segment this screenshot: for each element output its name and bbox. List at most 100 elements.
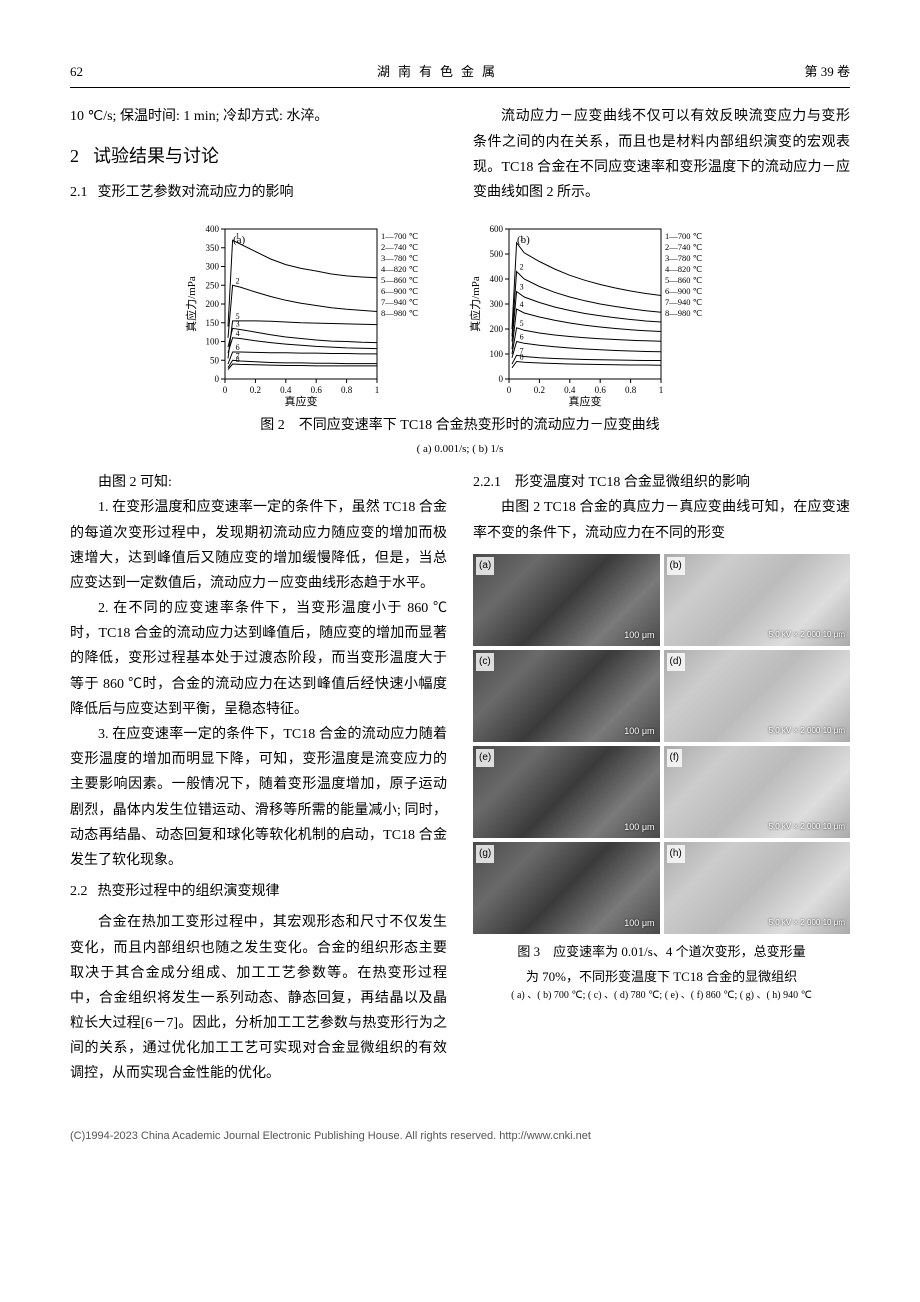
panel-scale-bar: 5.0 kV × 2 000 10 μm <box>769 628 845 642</box>
svg-text:500: 500 <box>490 249 504 259</box>
list-item-2: 2. 在不同的应变速率条件下，当变形温度小于 860 ℃时，TC18 合金的流动… <box>70 596 447 722</box>
section-2-2-1-paragraph: 由图 2 TC18 合金的真应力－真应变曲线可知，在应变速率不变的条件下，流动应… <box>473 495 850 545</box>
list-item-3: 3. 在应变速率一定的条件下，TC18 合金的流动应力随着变形温度的增加而明显下… <box>70 722 447 873</box>
svg-text:真应力/mPa: 真应力/mPa <box>468 276 482 332</box>
svg-text:8—980 ℃: 8—980 ℃ <box>381 308 419 318</box>
figure-2-caption: 图 2 不同应变速率下 TC18 合金热变形时的流动应力－应变曲线 <box>70 413 850 438</box>
top-params-line: 10 ℃/s; 保温时间: 1 min; 冷却方式: 水淬。 <box>70 104 447 129</box>
panel-scale-bar: 5.0 kV × 2 000 10 μm <box>769 724 845 738</box>
micrograph-panel: (g) 100 μm <box>473 842 660 934</box>
svg-text:5: 5 <box>236 312 240 321</box>
micrograph-panel: (f) 5.0 kV × 2 000 10 μm <box>664 746 851 838</box>
right-column: 2.2.1 形变温度对 TC18 合金显微组织的影响 由图 2 TC18 合金的… <box>473 470 850 1087</box>
svg-text:8—980 ℃: 8—980 ℃ <box>665 308 703 318</box>
journal-title: 湖南有色金属 <box>130 60 750 83</box>
svg-text:0.4: 0.4 <box>564 385 576 395</box>
svg-text:2—740 ℃: 2—740 ℃ <box>381 242 419 252</box>
svg-text:200: 200 <box>206 299 220 309</box>
micrograph-panel: (a) 100 μm <box>473 554 660 646</box>
list-item-1: 1. 在变形温度和应变速率一定的条件下，虽然 TC18 合金的每道次变形过程中，… <box>70 495 447 596</box>
svg-text:真应变: 真应变 <box>285 394 318 408</box>
svg-text:0.8: 0.8 <box>625 385 637 395</box>
section-2-2-paragraph: 合金在热加工变形过程中，其宏观形态和尺寸不仅发生变化，而且内部组织也随之发生变化… <box>70 910 447 1086</box>
svg-text:8: 8 <box>520 353 524 362</box>
section-2-2-heading: 2.2热变形过程中的组织演变规律 <box>70 879 447 904</box>
svg-text:4—820 ℃: 4—820 ℃ <box>381 264 419 274</box>
panel-tag: (e) <box>476 749 494 767</box>
svg-text:7—940 ℃: 7—940 ℃ <box>381 297 419 307</box>
figure-3-micrograph-grid: (a) 100 μm (b) 5.0 kV × 2 000 10 μm (c) 100 μ… <box>473 554 850 934</box>
panel-scale-bar: 100 μm <box>624 627 654 643</box>
panel-tag: (h) <box>667 845 685 863</box>
svg-text:1: 1 <box>659 385 664 395</box>
svg-text:8: 8 <box>236 355 240 364</box>
figure-2-subcaption: ( a) 0.001/s; ( b) 1/s <box>70 440 850 460</box>
svg-text:100: 100 <box>490 349 504 359</box>
section-2-2-1-number: 2.2.1 <box>473 475 501 490</box>
svg-text:0.6: 0.6 <box>595 385 607 395</box>
panel-tag: (a) <box>476 557 494 575</box>
micrograph-panel: (e) 100 μm <box>473 746 660 838</box>
section-2-2-title: 热变形过程中的组织演变规律 <box>98 884 280 899</box>
figure-3-subcaption: ( a) 、( b) 700 ℃; ( c) 、( d) 780 ℃; ( e)… <box>473 989 850 1003</box>
svg-text:350: 350 <box>206 243 220 253</box>
svg-text:250: 250 <box>206 280 220 290</box>
svg-text:0.2: 0.2 <box>250 385 261 395</box>
svg-text:3—780 ℃: 3—780 ℃ <box>381 253 419 263</box>
svg-text:1: 1 <box>375 385 380 395</box>
left-column: 由图 2 可知: 1. 在变形温度和应变速率一定的条件下，虽然 TC18 合金的… <box>70 470 447 1087</box>
section-2-1-number: 2.1 <box>70 185 88 200</box>
section-2-2-1-heading: 2.2.1 形变温度对 TC18 合金显微组织的影响 <box>473 470 850 495</box>
svg-text:5: 5 <box>520 319 524 328</box>
svg-text:真应力/mPa: 真应力/mPa <box>184 276 198 332</box>
panel-scale-bar: 100 μm <box>624 819 654 835</box>
svg-text:100: 100 <box>206 337 220 347</box>
figure-2b-chart: 00.20.40.60.810100200300400500600真应变真应力/… <box>467 219 737 409</box>
svg-text:0: 0 <box>223 385 228 395</box>
svg-text:0: 0 <box>499 374 504 384</box>
page-header: 62 湖南有色金属 第 39 卷 <box>70 60 850 88</box>
svg-text:真应变: 真应变 <box>569 394 602 408</box>
svg-text:400: 400 <box>206 224 220 234</box>
svg-text:150: 150 <box>206 318 220 328</box>
panel-tag: (g) <box>476 845 494 863</box>
svg-text:0: 0 <box>507 385 512 395</box>
svg-text:1—700 ℃: 1—700 ℃ <box>665 231 703 241</box>
svg-text:0.8: 0.8 <box>341 385 353 395</box>
panel-tag: (c) <box>476 653 494 671</box>
section-2-heading: 2试验结果与讨论 <box>70 140 447 172</box>
section-2-title: 试验结果与讨论 <box>93 146 219 166</box>
micrograph-panel: (b) 5.0 kV × 2 000 10 μm <box>664 554 851 646</box>
svg-text:0.2: 0.2 <box>534 385 545 395</box>
figure-2a-chart: 00.20.40.60.81050100150200250300350400真应… <box>183 219 453 409</box>
figure-3-caption-line1: 图 3 应变速率为 0.01/s、4 个道次变形，总变形量 <box>473 942 850 962</box>
svg-text:50: 50 <box>210 355 220 365</box>
svg-text:2: 2 <box>520 263 524 272</box>
after-fig2-line: 由图 2 可知: <box>70 470 447 495</box>
panel-tag: (d) <box>667 653 685 671</box>
svg-text:6—900 ℃: 6—900 ℃ <box>665 286 703 296</box>
svg-text:0: 0 <box>215 374 220 384</box>
svg-text:200: 200 <box>490 324 504 334</box>
svg-text:1—700 ℃: 1—700 ℃ <box>381 231 419 241</box>
micrograph-panel: (d) 5.0 kV × 2 000 10 μm <box>664 650 851 742</box>
micrograph-panel: (h) 5.0 kV × 2 000 10 μm <box>664 842 851 934</box>
svg-text:3—780 ℃: 3—780 ℃ <box>665 253 703 263</box>
panel-scale-bar: 5.0 kV × 2 000 10 μm <box>769 820 845 834</box>
svg-text:0.4: 0.4 <box>280 385 292 395</box>
page-number: 62 <box>70 60 130 83</box>
svg-text:300: 300 <box>490 299 504 309</box>
panel-scale-bar: 5.0 kV × 2 000 10 μm <box>769 916 845 930</box>
panel-tag: (b) <box>667 557 685 575</box>
svg-text:600: 600 <box>490 224 504 234</box>
panel-scale-bar: 100 μm <box>624 723 654 739</box>
body-columns: 由图 2 可知: 1. 在变形温度和应变速率一定的条件下，虽然 TC18 合金的… <box>70 470 850 1087</box>
section-2-1-heading: 2.1变形工艺参数对流动应力的影响 <box>70 180 447 205</box>
panel-scale-bar: 100 μm <box>624 915 654 931</box>
svg-text:3: 3 <box>520 283 524 292</box>
svg-text:0.6: 0.6 <box>311 385 323 395</box>
svg-text:4: 4 <box>236 329 240 338</box>
svg-text:4—820 ℃: 4—820 ℃ <box>665 264 703 274</box>
svg-text:6: 6 <box>520 333 524 342</box>
panel-tag: (f) <box>667 749 682 767</box>
